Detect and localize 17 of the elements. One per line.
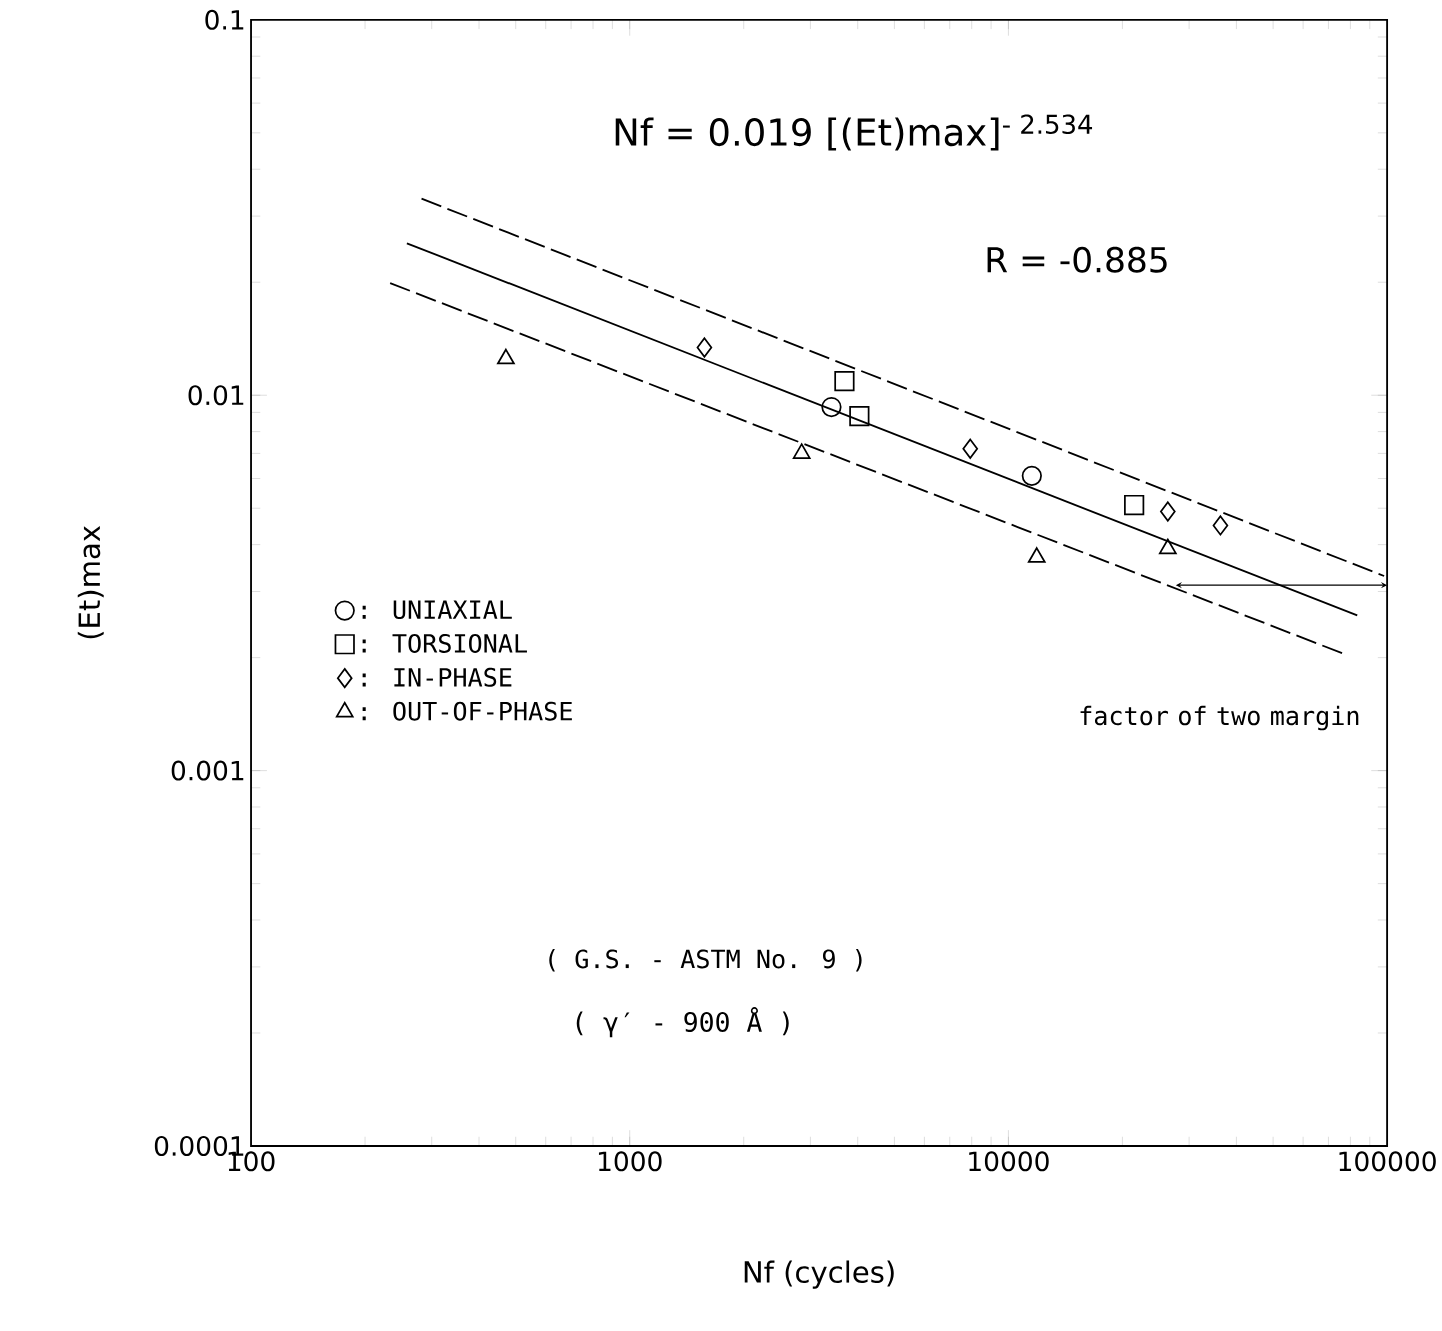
y-tick-label: 0.001 xyxy=(171,760,244,781)
annotation: Nf = 0.019 [(Et)max]$^{- 2.534}$ xyxy=(615,114,1093,151)
x-tick-label: 100000 xyxy=(1339,1151,1436,1172)
annotation: R = -0.885 xyxy=(987,246,1167,273)
annotation: ( γ′ - 900 Å ) xyxy=(576,1007,789,1038)
x-tick-label: 1000 xyxy=(598,1151,662,1172)
y-tick-label: 0.01 xyxy=(188,385,244,406)
annotation: ( G.S. - ASTM No. 9 ) xyxy=(549,949,862,972)
x-axis-title: Nf (cycles) xyxy=(744,1260,894,1289)
legend-label: : IN-PHASE xyxy=(362,668,512,688)
annotation: factor of two margin xyxy=(1080,706,1359,731)
x-tick-label: 10000 xyxy=(969,1151,1049,1172)
legend-label: : TORSIONAL xyxy=(362,634,527,654)
legend-label: : OUT-OF-PHASE xyxy=(362,701,572,721)
y-axis-title: (Et)max xyxy=(77,526,104,639)
legend-label: : UNIAXIAL xyxy=(362,600,512,620)
y-tick-label: 0.1 xyxy=(205,10,244,31)
